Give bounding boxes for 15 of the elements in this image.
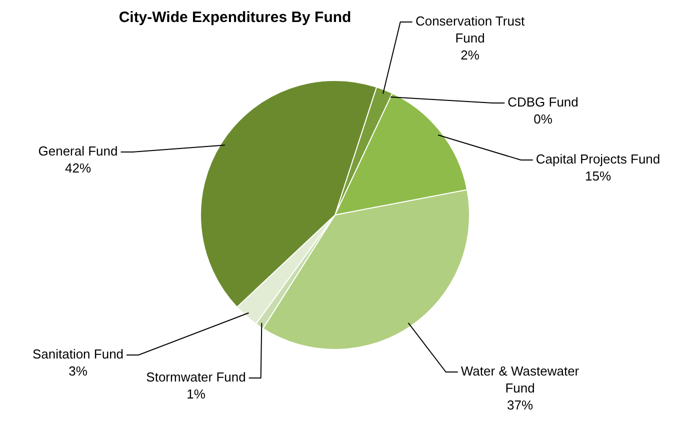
data-label: 1% bbox=[186, 386, 206, 402]
data-label: 37% bbox=[506, 398, 534, 413]
data-label: 15% bbox=[584, 168, 612, 184]
slice-label: Stormwater Fund bbox=[146, 370, 246, 385]
chart-title: City-Wide Expenditures By Fund bbox=[118, 9, 352, 26]
text: 0% bbox=[534, 112, 552, 127]
slice-label: Conservation Trust Fund bbox=[415, 14, 525, 46]
data-label: 2% bbox=[460, 48, 480, 63]
slice-label: General Fund bbox=[38, 144, 118, 159]
slice-label: Water & Wastewater Fund bbox=[460, 364, 580, 396]
data-label: 3% bbox=[68, 364, 88, 379]
slice-label: Sanitation Fund bbox=[32, 346, 124, 362]
category-label: CDBG Fund bbox=[508, 94, 578, 110]
data-label: 42% bbox=[64, 160, 92, 176]
slice-label: Capital Projects Fund bbox=[536, 152, 660, 167]
